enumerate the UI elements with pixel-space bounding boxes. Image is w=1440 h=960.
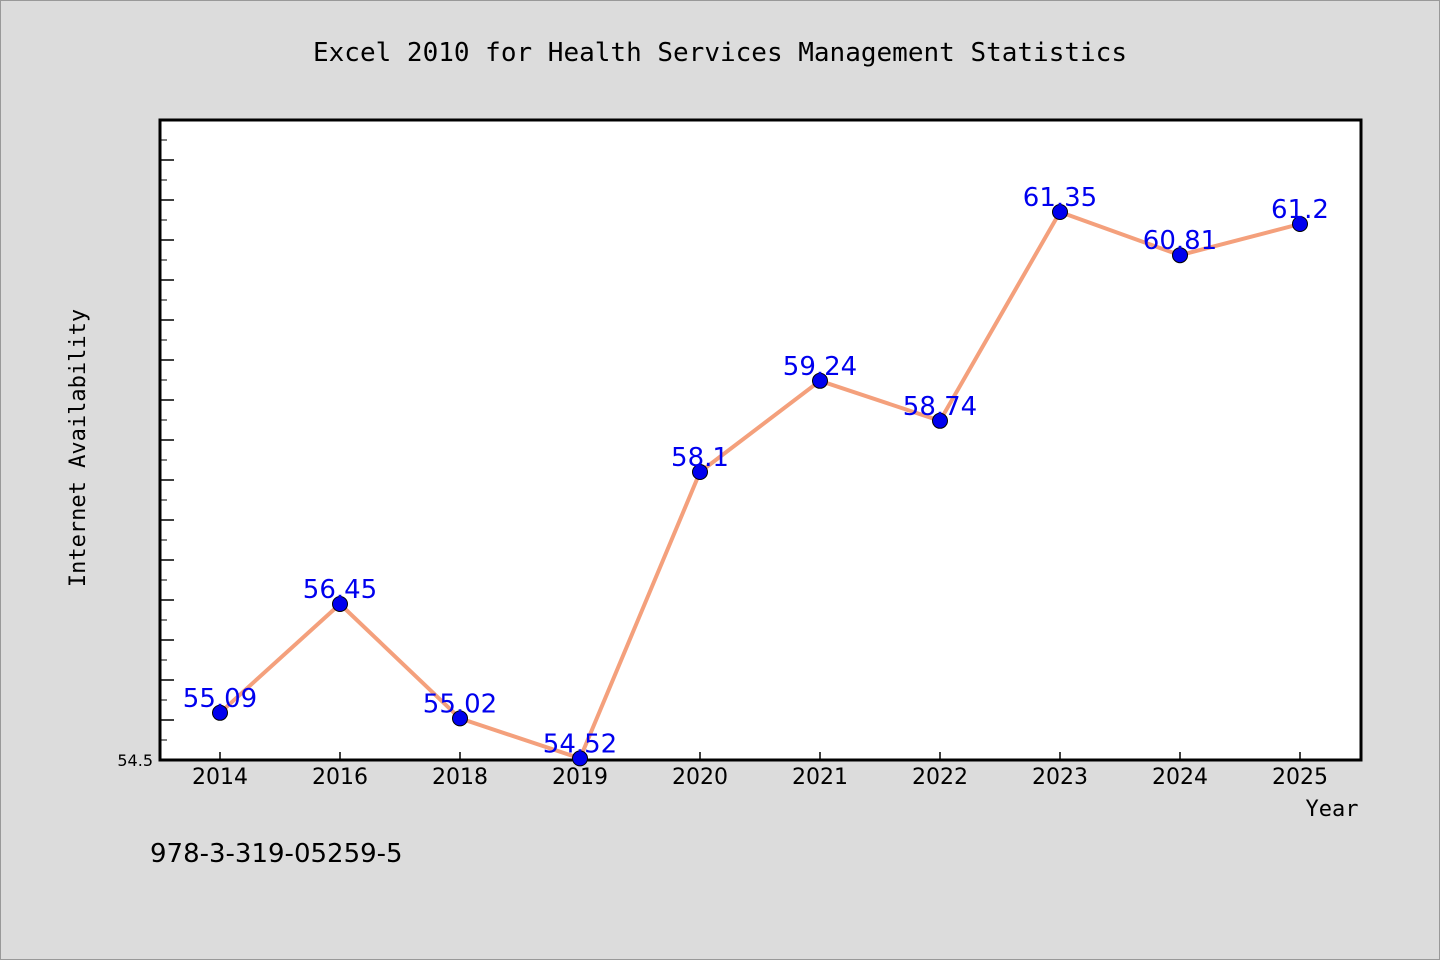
data-point [1292, 216, 1308, 232]
data-label: 59.24 [783, 352, 857, 382]
x-axis-label: Year [1306, 797, 1359, 822]
x-tick-label: 2020 [672, 765, 728, 790]
data-point [452, 710, 468, 727]
data-label: 61.35 [1023, 183, 1097, 213]
y-axis-label: Internet Availability [66, 309, 91, 587]
data-point [572, 750, 588, 767]
data-label: 55.09 [183, 684, 257, 714]
data-point [332, 596, 348, 612]
plot-area [158, 118, 1363, 762]
data-label: 54.52 [543, 729, 617, 759]
isbn-text: 978-3-319-05259-5 [150, 839, 403, 869]
data-label: 56.45 [303, 575, 377, 605]
data-label: 58.1 [671, 443, 729, 473]
x-tick-label: 2023 [1032, 765, 1088, 790]
x-tick-label: 2018 [432, 765, 488, 790]
x-tick-label: 2024 [1152, 765, 1208, 790]
data-point [212, 704, 228, 721]
y-tick-label: 54.5 [117, 751, 153, 770]
data-label: 61.2 [1271, 195, 1329, 225]
chart-title: Excel 2010 for Health Services Managemen… [313, 38, 1127, 68]
x-tick-label: 2021 [792, 765, 848, 790]
x-axis-ticks: 2014 2016 2018 2019 2020 2021 2022 2023 2024 2025 [192, 752, 1328, 790]
x-tick-label: 2025 [1272, 765, 1328, 790]
y-axis-ticks [160, 119, 174, 761]
x-tick-label: 2016 [312, 765, 368, 790]
data-point [812, 372, 828, 389]
data-label: 55.02 [423, 689, 497, 719]
data-point [692, 464, 708, 480]
data-point [1052, 204, 1068, 220]
x-tick-label: 2014 [192, 765, 248, 790]
series-group: 55.09 56.45 55.02 54.52 58.1 59.24 58.74 61.35 6… [183, 183, 1329, 767]
data-label: 58.74 [903, 392, 977, 422]
data-label: 60.81 [1143, 226, 1217, 256]
data-point [1172, 247, 1188, 264]
x-tick-label: 2022 [912, 765, 968, 790]
series-line [218, 210, 1301, 761]
data-point [932, 412, 948, 429]
x-tick-label: 2019 [552, 765, 608, 790]
